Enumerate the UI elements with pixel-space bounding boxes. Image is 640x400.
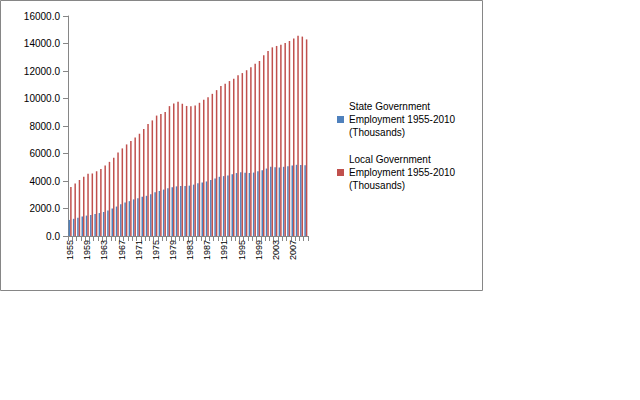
svg-text:1967: 1967 <box>117 240 127 260</box>
svg-text:1979: 1979 <box>168 240 178 260</box>
svg-text:State Government: State Government <box>349 101 433 112</box>
svg-text:1963: 1963 <box>99 240 109 260</box>
svg-text:1991: 1991 <box>219 240 229 260</box>
svg-text:1971: 1971 <box>134 240 144 260</box>
svg-text:2000.0: 2000.0 <box>29 203 60 214</box>
svg-text:1987: 1987 <box>202 240 212 260</box>
svg-text:1995: 1995 <box>237 240 247 260</box>
svg-text:(Thousands): (Thousands) <box>349 127 405 138</box>
svg-text:Local Government: Local Government <box>349 154 434 165</box>
svg-text:12000.0: 12000.0 <box>24 66 61 77</box>
svg-text:Employment 1955-2010: Employment 1955-2010 <box>349 114 458 125</box>
svg-text:6000.0: 6000.0 <box>29 148 60 159</box>
svg-text:1975: 1975 <box>151 240 161 260</box>
svg-text:8000.0: 8000.0 <box>29 121 60 132</box>
svg-text:4000.0: 4000.0 <box>29 176 60 187</box>
svg-text:Employment 1955-2010: Employment 1955-2010 <box>349 167 458 178</box>
svg-text:2007: 2007 <box>288 240 298 260</box>
svg-text:(Thousands): (Thousands) <box>349 180 405 191</box>
svg-text:1999: 1999 <box>254 240 264 260</box>
svg-text:10000.0: 10000.0 <box>24 93 61 104</box>
svg-text:1955: 1955 <box>65 240 75 260</box>
svg-text:0.0: 0.0 <box>46 231 60 242</box>
svg-text:1983: 1983 <box>185 240 195 260</box>
svg-text:2003: 2003 <box>271 240 281 260</box>
svg-text:1959: 1959 <box>82 240 92 260</box>
svg-text:16000.0: 16000.0 <box>24 11 61 22</box>
svg-text:14000.0: 14000.0 <box>24 38 61 49</box>
